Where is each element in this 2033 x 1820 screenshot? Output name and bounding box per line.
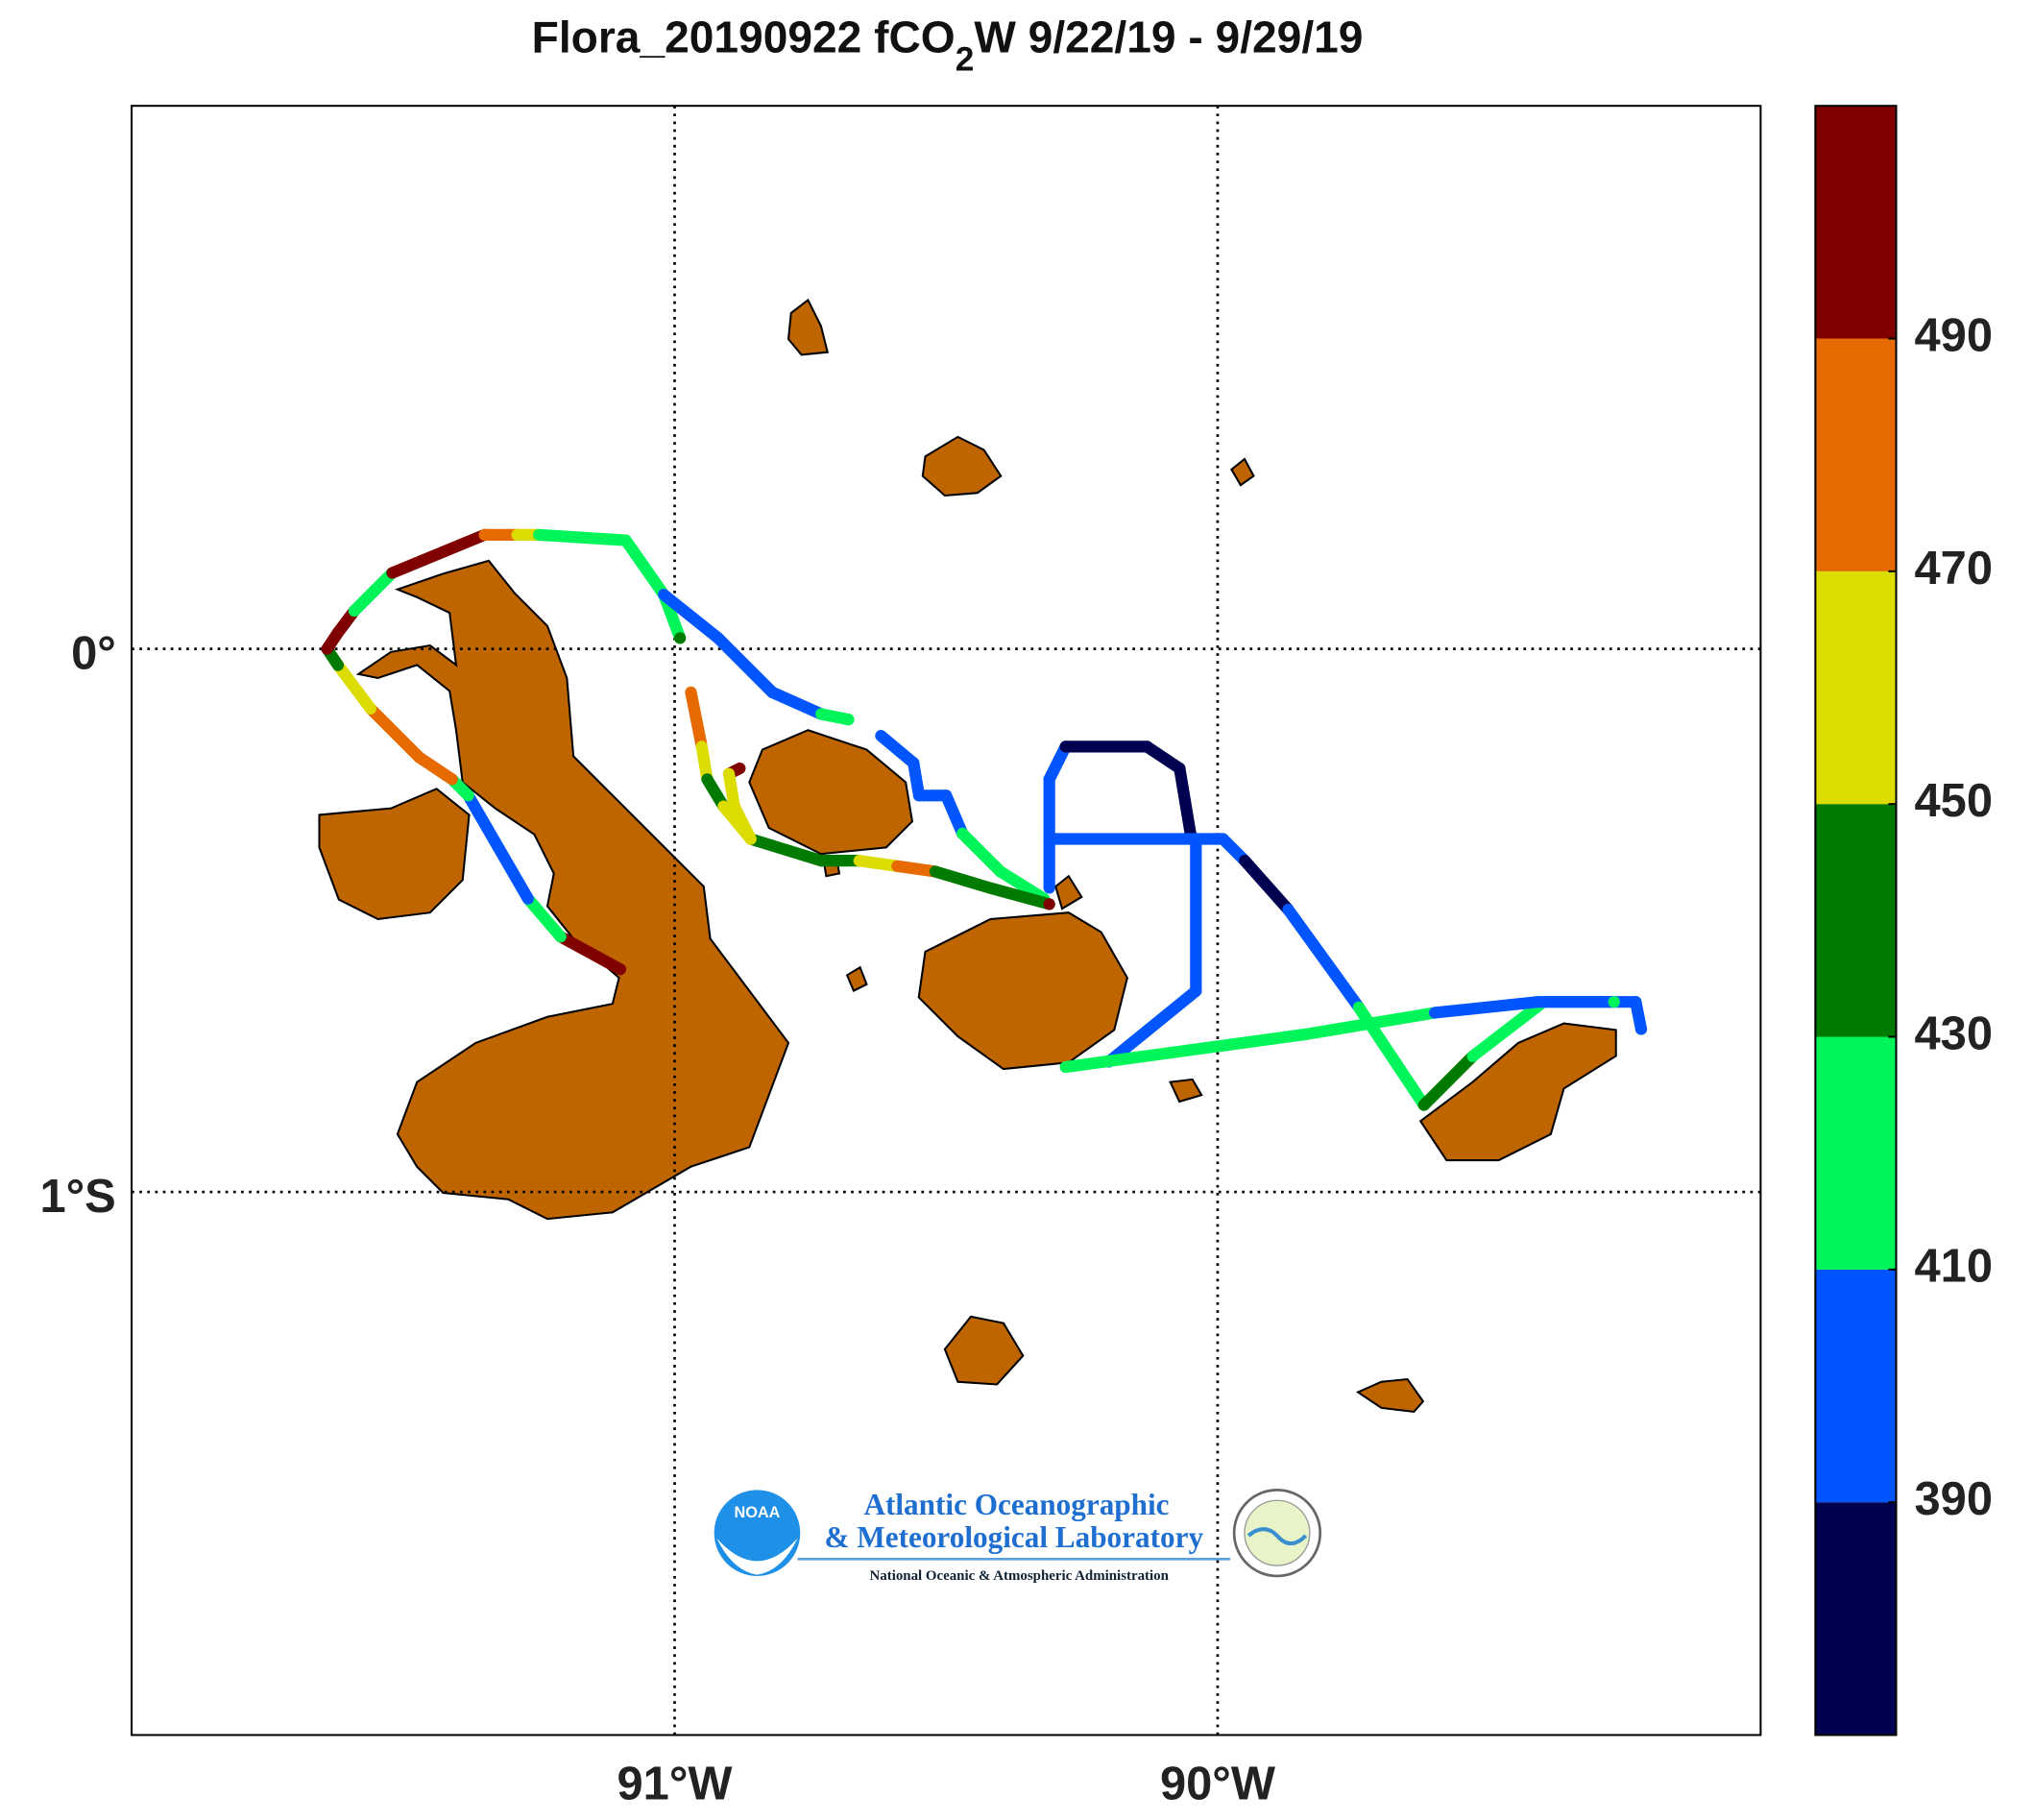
- track-segment: [1102, 984, 1202, 1068]
- track-segment: [1174, 762, 1197, 839]
- track-segment: [533, 528, 632, 546]
- island-pinzon: [845, 965, 868, 993]
- chart-title: Flora_20190922 fCO2W 9/22/19 - 9/29/19: [532, 12, 1364, 79]
- track-segment: [1239, 855, 1295, 916]
- track-end: [674, 632, 687, 644]
- track-segment: [1043, 740, 1072, 786]
- island-fernandina: [318, 788, 471, 921]
- island-san-cristobal: [1418, 1022, 1617, 1162]
- lab-line-2: & Meteorological Laboratory: [825, 1520, 1204, 1554]
- track-segment: [940, 789, 969, 839]
- track-segment: [1466, 996, 1550, 1062]
- track-segment: [1417, 1050, 1479, 1111]
- grid: [132, 106, 1761, 1735]
- island-marchena: [921, 435, 1003, 497]
- plot-frame: [131, 105, 1762, 1736]
- colorbar-tick-label: 490: [1915, 309, 1994, 361]
- island-espanola: [1355, 1377, 1425, 1414]
- colorbar-band: [1815, 338, 1897, 571]
- x-tick-label: 90°W: [1160, 1759, 1276, 1810]
- track-end: [1043, 898, 1055, 910]
- lab-line-1: Atlantic Oceanographic: [863, 1488, 1169, 1521]
- title-text: Flora_20190922 fCO: [532, 12, 956, 62]
- track-segment: [1429, 996, 1544, 1019]
- track-segment: [1298, 1007, 1441, 1041]
- track-segment: [554, 931, 627, 976]
- track-end: [842, 714, 855, 726]
- track-segment: [462, 789, 534, 905]
- logo-subtitle: National Oceanic & Atmospheric Administr…: [870, 1568, 1170, 1584]
- track-segment: [364, 702, 425, 764]
- track-segment: [875, 730, 920, 769]
- track-segment: [728, 800, 757, 845]
- x-tick-label: 91°W: [617, 1759, 734, 1810]
- colorbar-tick-label: 430: [1915, 1007, 1994, 1059]
- track-end: [1608, 996, 1620, 1008]
- island-santa-cruz: [917, 911, 1128, 1071]
- colorbar-band: [1815, 1036, 1897, 1270]
- island-genovesa: [1230, 457, 1255, 487]
- track-segment: [983, 882, 1055, 910]
- track-segment: [521, 892, 567, 943]
- noaa-emblem: [714, 1490, 801, 1576]
- colorbar: 390 410 430 450 470 490: [1814, 105, 1994, 1736]
- colorbar-band: [1815, 570, 1897, 805]
- track-segment: [685, 686, 708, 753]
- island-floreana: [943, 1315, 1025, 1386]
- aoml-wave: [1246, 1527, 1308, 1546]
- y-tick-label: 1°S: [39, 1171, 115, 1223]
- colorbar-tick-label: 450: [1915, 775, 1994, 827]
- track-segment: [891, 860, 942, 878]
- track-segment: [331, 659, 376, 715]
- title-text: W 9/22/19 - 9/29/19: [974, 12, 1363, 62]
- track-segment: [1141, 740, 1186, 775]
- track-segment: [956, 827, 1006, 878]
- noaa-text: NOAA: [734, 1504, 780, 1521]
- track-segment: [348, 567, 399, 618]
- track-segment: [744, 833, 828, 867]
- track-segment: [1059, 1028, 1311, 1074]
- colorbar-tick-label: 390: [1915, 1473, 1994, 1525]
- logo: NOAA Atlantic Oceanographic & Meteorolog…: [714, 1488, 1322, 1584]
- track-segment: [712, 632, 779, 698]
- track-segment: [853, 855, 904, 872]
- track-segment: [386, 528, 491, 579]
- island-pinta: [787, 298, 830, 356]
- title-subscript: 2: [956, 41, 975, 79]
- track-segment: [619, 534, 670, 601]
- noaa-bird: [716, 1538, 798, 1575]
- colorbar-band: [1815, 106, 1897, 339]
- island-santiago: [748, 729, 914, 856]
- track-segment: [413, 751, 458, 786]
- track-segment: [766, 686, 828, 720]
- y-tick-label: 0°: [71, 628, 116, 680]
- colorbar-band: [1815, 1269, 1897, 1503]
- colorbar-band: [1815, 1502, 1897, 1735]
- colorbar-band: [1815, 804, 1897, 1037]
- ship-track: [321, 528, 1648, 1111]
- colorbar-frame: [1814, 105, 1898, 1736]
- colorbar-tick-label: 410: [1915, 1241, 1994, 1293]
- track-end: [744, 833, 757, 845]
- island-santa-fe: [1169, 1078, 1203, 1104]
- track-segment: [1282, 903, 1366, 1013]
- island-isabela: [355, 559, 790, 1221]
- island-baltra: [1054, 874, 1083, 910]
- islands: [318, 298, 1617, 1414]
- track-segment: [658, 588, 724, 644]
- plot-area: [132, 106, 1761, 1735]
- colorbar-tick-label: 470: [1915, 543, 1994, 595]
- track-segment: [994, 865, 1051, 905]
- track-end: [1634, 1023, 1648, 1035]
- track-segment: [929, 865, 996, 894]
